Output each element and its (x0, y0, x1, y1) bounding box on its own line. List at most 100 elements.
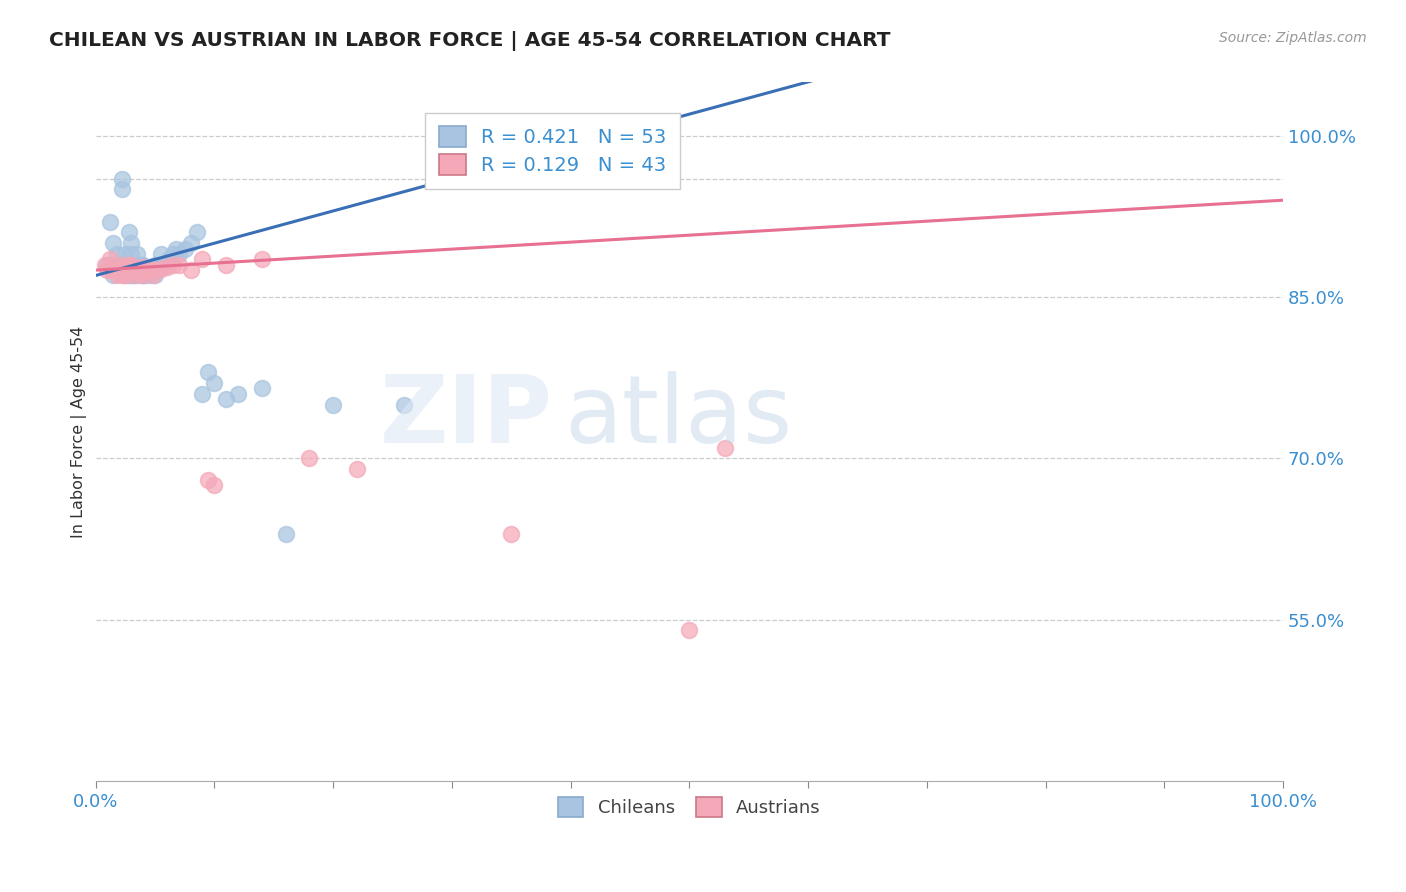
Point (146, 263, 169, 277)
Point (226, 386, 249, 401)
Point (118, 265, 141, 279)
Point (250, 381, 273, 395)
Point (120, 268, 142, 283)
Point (129, 268, 152, 283)
Point (202, 376, 225, 390)
Point (111, 268, 134, 283)
Point (143, 263, 166, 277)
Point (94, 258, 117, 272)
Point (678, 624, 700, 638)
Point (156, 260, 179, 274)
Point (322, 398, 344, 412)
Point (105, 247, 128, 261)
Point (132, 258, 155, 272)
Point (112, 263, 135, 277)
Point (127, 247, 149, 261)
Point (143, 258, 166, 272)
Point (120, 258, 142, 272)
Point (134, 268, 156, 283)
Point (132, 268, 155, 283)
Point (118, 226, 141, 240)
Point (143, 268, 166, 283)
Point (138, 263, 160, 277)
Point (122, 263, 145, 277)
Text: ZIP: ZIP (380, 371, 553, 464)
Point (180, 236, 202, 251)
Point (149, 258, 172, 272)
Point (98, 252, 121, 267)
Point (103, 268, 125, 283)
Point (197, 365, 219, 379)
Point (122, 268, 145, 283)
Point (134, 263, 156, 277)
Point (105, 268, 128, 283)
Point (103, 258, 125, 272)
Point (173, 242, 195, 256)
Point (191, 386, 214, 401)
Point (101, 263, 124, 277)
Point (114, 268, 136, 283)
Point (114, 268, 136, 283)
Point (120, 263, 142, 277)
Legend: Chileans, Austrians: Chileans, Austrians (551, 790, 828, 824)
Point (127, 263, 149, 277)
Point (134, 263, 156, 277)
Point (132, 268, 155, 283)
Point (153, 258, 176, 272)
Point (129, 266, 152, 280)
Point (156, 258, 179, 272)
Point (149, 262, 172, 277)
Point (120, 247, 142, 261)
Point (202, 478, 225, 492)
Point (186, 226, 208, 240)
Point (501, 526, 523, 541)
Point (180, 263, 202, 277)
Point (149, 247, 172, 261)
Point (298, 451, 321, 466)
Point (215, 258, 238, 272)
Point (114, 260, 136, 274)
Point (122, 268, 145, 283)
Point (127, 268, 149, 283)
Point (96, 258, 118, 272)
Point (215, 392, 238, 407)
Point (142, 263, 165, 277)
Point (120, 236, 142, 251)
Point (157, 252, 180, 267)
Point (103, 263, 125, 277)
Point (162, 258, 184, 272)
Point (165, 242, 187, 256)
Point (103, 236, 125, 251)
Point (197, 473, 219, 487)
Point (108, 258, 131, 272)
Point (122, 263, 145, 277)
Text: CHILEAN VS AUSTRIAN IN LABOR FORCE | AGE 45-54 CORRELATION CHART: CHILEAN VS AUSTRIAN IN LABOR FORCE | AGE… (49, 31, 891, 51)
Point (464, 161, 486, 175)
Y-axis label: In Labor Force | Age 45-54: In Labor Force | Age 45-54 (72, 326, 87, 538)
Point (132, 260, 155, 274)
Point (167, 247, 190, 261)
Point (108, 263, 131, 277)
Point (167, 258, 190, 272)
Point (111, 258, 134, 272)
Point (118, 268, 141, 283)
Point (127, 258, 149, 272)
Point (142, 268, 165, 283)
Point (127, 263, 149, 277)
Point (114, 247, 136, 261)
Point (96, 263, 118, 277)
Point (346, 462, 368, 476)
Point (394, 398, 416, 412)
Point (111, 171, 134, 186)
Point (250, 252, 273, 267)
Point (118, 258, 141, 272)
Point (138, 263, 160, 277)
Point (111, 182, 134, 196)
Point (129, 258, 152, 272)
Point (138, 268, 160, 283)
Text: atlas: atlas (565, 371, 793, 464)
Point (162, 247, 184, 261)
Point (98, 215, 121, 229)
Point (191, 252, 214, 267)
Point (714, 441, 737, 455)
